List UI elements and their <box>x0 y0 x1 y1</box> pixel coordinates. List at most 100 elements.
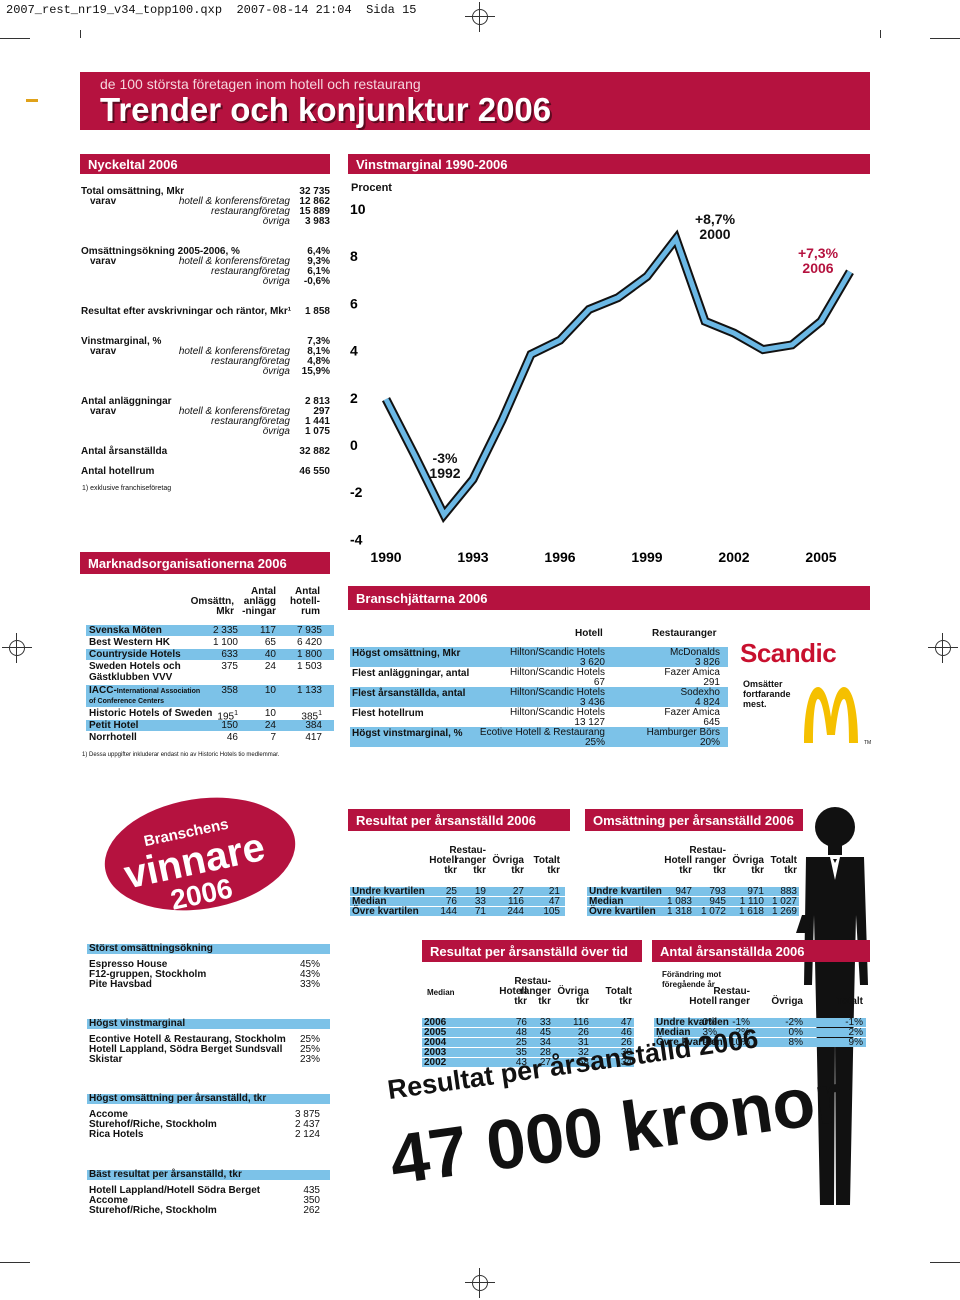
res-tid-cell: 116 <box>573 1017 589 1028</box>
nyckeltal-value: 46 550 <box>299 466 330 477</box>
marknad-omsattning: 150 <box>178 721 238 731</box>
nyckeltal-header: Nyckeltal 2006 <box>80 154 330 174</box>
jattarna-rest-value: 4 824 <box>694 697 720 708</box>
oms-anst-cell: 947 <box>675 886 692 897</box>
winners-title-bar <box>87 1019 330 1029</box>
oms-anst-cell: 1 318 <box>666 906 692 917</box>
res-anst-row-label: Övre kvartilen <box>352 906 419 917</box>
res-anst-column-header: Övriga <box>492 855 524 866</box>
jattarna-hotell-value: 13 127 <box>574 717 605 728</box>
marknad-org-name-text: Historic Hotels of Sweden <box>89 708 213 719</box>
oms-anst-column-header: tkr <box>679 865 692 876</box>
nyckeltal-varav: varav <box>90 256 117 267</box>
res-anst-cell: 19 <box>474 886 486 897</box>
marknad-hotellrum-value: 417 <box>305 732 322 743</box>
nyckeltal-value: 297 <box>313 406 330 417</box>
antal-anst-column-header: Restau- <box>713 986 750 997</box>
res-tid-row-highlight <box>422 1048 634 1057</box>
marknad-anlaggningar: 40 <box>264 649 276 660</box>
oms-anst-cell: 1 083 <box>666 896 692 907</box>
res-tid-row-label: 2003 <box>424 1047 447 1058</box>
mcdonalds-logo <box>804 687 858 743</box>
nyckeltal-value: 1 075 <box>304 426 330 437</box>
nyckeltal-sublabel: restaurangföretag <box>211 356 290 367</box>
marknad-footnote-ref: 1 <box>318 710 322 717</box>
winners-name: Skistar <box>89 1054 123 1065</box>
chart-xtick-label: 1990 <box>370 549 401 565</box>
marknad-hotellrum-value: 7 935 <box>296 625 322 636</box>
marknad-omsattning-value: 375 <box>221 661 238 672</box>
winners-value: 2 437 <box>294 1119 320 1130</box>
nyckeltal-sublabel: restaurangföretag <box>211 416 290 427</box>
chart-annotation-value: +8,7% <box>695 211 736 227</box>
nyckeltal-value: 6,4% <box>307 246 330 257</box>
chart-ytick-label: 6 <box>350 295 358 311</box>
jattarna-col-hotell: Hotell <box>575 628 603 639</box>
nyckeltal-sublabel: hotell & konferensföretag <box>178 256 290 267</box>
jattarna-col-restauranger: Restauranger <box>652 628 717 639</box>
oms-anst-cell: 1 110 <box>739 896 764 907</box>
res-anst-column-header: tkr <box>473 865 486 876</box>
winners-name: Accome <box>89 1109 128 1120</box>
antal-anst-cell: 2% <box>735 1027 750 1038</box>
antal-anst-cell: 0% <box>702 1017 717 1028</box>
marknad-org-name-text: Sweden Hotels och <box>89 661 181 672</box>
marknad-row-highlight <box>86 720 334 731</box>
marknad-omsattning: 2 335 <box>178 626 238 636</box>
marknad-org-name: Petit Hotel <box>89 721 138 731</box>
res-tid-cell: 25 <box>515 1037 527 1048</box>
oms-anst-column-header: ranger <box>694 855 726 866</box>
chart-header: Vinstmarginal 1990-2006 <box>348 154 870 174</box>
oms-anst-column-header: tkr <box>784 865 797 876</box>
antal-anst-row-label: Undre kvartilen <box>656 1017 729 1028</box>
res-anst-column-header: tkr <box>547 865 560 876</box>
res-tid-cell: 26 <box>577 1027 589 1038</box>
chart-annotation-year: 1992 <box>429 465 460 481</box>
nyckeltal-varav: varav <box>90 196 117 207</box>
marknad-org-name: Countryside Hotels <box>89 650 181 660</box>
marknad-hotellrum: 1 503 <box>270 662 322 672</box>
jattarna-rest-name: Hamburger Börs <box>646 727 720 738</box>
res-tid-cell: 31 <box>577 1037 589 1048</box>
jattarna-row-highlight <box>350 687 728 707</box>
marknad-org-name: Historic Hotels of Sweden <box>89 709 212 719</box>
chart-xtick-label: 1993 <box>457 549 488 565</box>
res-tid-cell: 48 <box>515 1027 527 1038</box>
res-tid-column-header: tkr <box>576 996 589 1007</box>
oms-anst-row-highlight <box>587 887 799 896</box>
res-tid-cell: 26 <box>620 1037 632 1048</box>
oms-anst-column-header: Restau- <box>689 845 726 856</box>
marknad-header: Marknadsorganisationerna 2006 <box>80 552 330 574</box>
marknad-anlaggningar: 117 <box>260 625 276 636</box>
vinnare-badge: Branschens vinnare 2006 <box>104 797 296 913</box>
antal-anst-row-highlight <box>654 1018 866 1027</box>
marknad-org-name-text: Petit Hotel <box>89 720 139 731</box>
nyckeltal-value: 2 813 <box>304 396 330 407</box>
jattarna-hotell-value: 3 620 <box>579 657 605 668</box>
jattarna-label: Högst vinstmarginal, % <box>352 728 463 739</box>
marknad-org-name: Sweden Hotels och <box>89 662 181 672</box>
res-anst-cell: 244 <box>507 906 524 917</box>
omsatter-line: mest. <box>743 699 767 709</box>
marknad-omsattning-value: 358 <box>221 685 238 696</box>
jattarna-label: Flest hotellrum <box>352 708 424 719</box>
res-tid-cell: 32 <box>577 1047 589 1058</box>
marknad-anlaggningar: 24 <box>264 720 276 731</box>
nyckeltal-label: Antal hotellrum <box>81 466 155 477</box>
chart-annotation-year: 2000 <box>699 226 730 242</box>
nyckeltal-varav: varav <box>90 406 117 417</box>
oms-anst-column-header: Övriga <box>732 855 764 866</box>
waiter-silhouette <box>796 807 868 1205</box>
nyckeltal-value: 32 735 <box>299 186 330 197</box>
cut-mark <box>0 38 30 39</box>
jattarna-row-highlight <box>350 647 728 667</box>
res-anst-column-header: tkr <box>444 865 457 876</box>
nyckeltal-value: 9,3% <box>307 256 330 267</box>
antal-anst-column-header: Hotell <box>689 996 717 1007</box>
nyckeltal-value: -0,6% <box>303 276 330 287</box>
jattarna-label: Högst omsättning, Mkr <box>352 648 461 659</box>
jattarna-hotell-name: Hilton/Scandic Hotels <box>509 647 605 658</box>
nyckeltal-value: 15 889 <box>299 206 330 217</box>
resultat-tid-header: Resultat per årsanställd över tid <box>422 940 642 962</box>
jattarna-hotell-name: Hilton/Scandic Hotels <box>509 667 605 678</box>
